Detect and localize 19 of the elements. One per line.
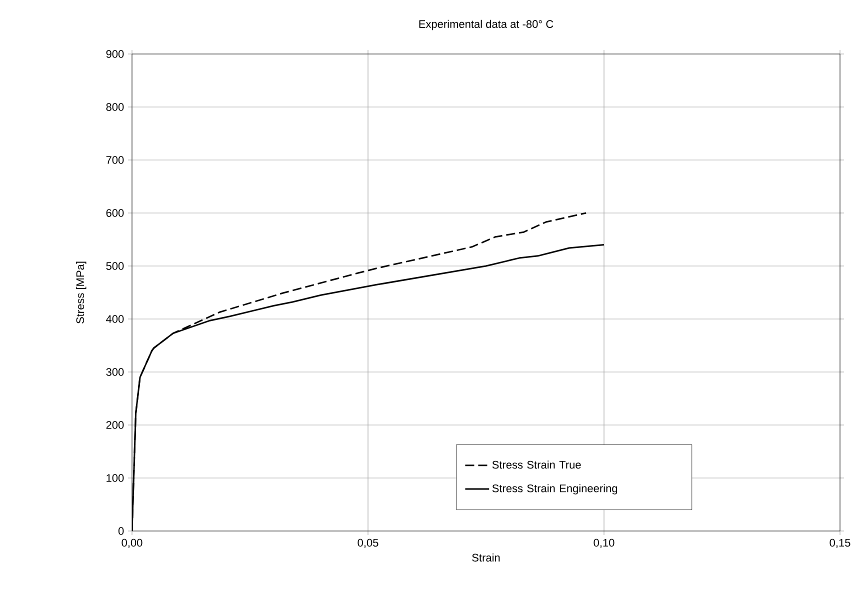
y-tick-label: 600 [106, 209, 124, 217]
y-tick-label: 700 [106, 156, 124, 164]
chart-title: Experimental data at -80° C [419, 20, 554, 30]
y-axis-title: Stress [MPa] [76, 262, 86, 324]
y-tick-label: 800 [106, 103, 124, 111]
x-tick-label: 0,05 [358, 538, 378, 548]
legend-label: Stress Strain True [492, 460, 581, 469]
y-tick-label: 500 [106, 262, 124, 270]
x-tick-label: 0,00 [122, 538, 142, 548]
y-tick-label: 900 [106, 50, 124, 58]
x-tick-label: 0,15 [830, 538, 850, 548]
x-axis-title: Strain [472, 553, 500, 562]
y-tick-label: 400 [106, 315, 124, 323]
legend-label: Stress Strain Engineering [492, 484, 618, 494]
y-tick-label: 200 [106, 421, 124, 429]
y-tick-label: 300 [106, 368, 124, 376]
y-tick-label: 0 [118, 527, 124, 535]
x-tick-label: 0,10 [594, 538, 614, 548]
y-tick-label: 100 [106, 474, 124, 482]
